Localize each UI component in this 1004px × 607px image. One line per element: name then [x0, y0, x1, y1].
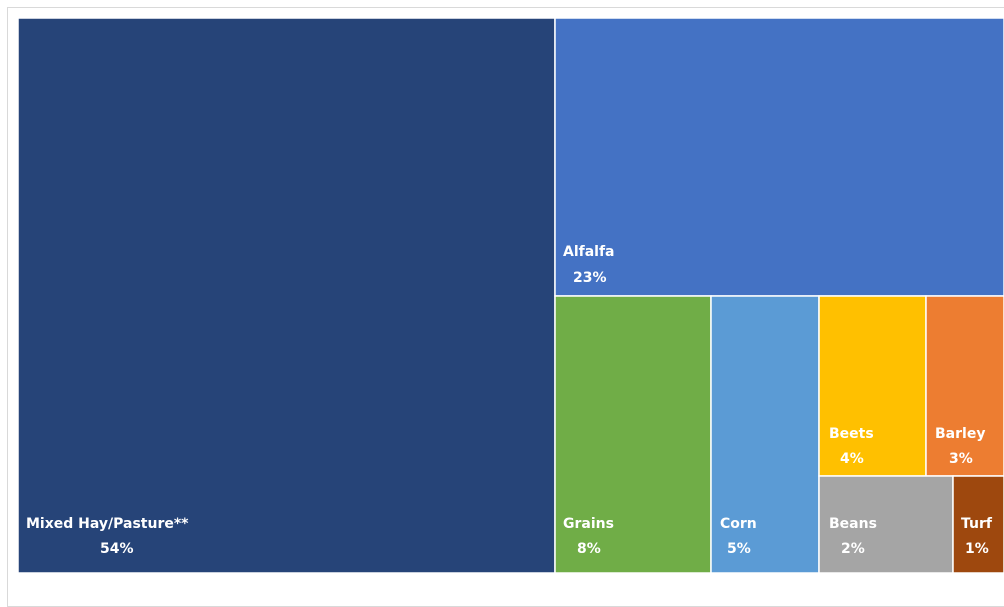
tile-value-mixed-hay-pasture: 54% — [100, 541, 134, 557]
treemap-chart: Mixed Hay/Pasture** 54% Alfalfa 23% Grains 8%… — [17, 17, 1004, 573]
tile-label-corn: Corn — [720, 516, 757, 532]
tile-label-turf: Turf — [961, 516, 993, 532]
tile-value-corn: 5% — [727, 541, 751, 557]
tile-value-grains: 8% — [577, 541, 601, 557]
tile-value-alfalfa: 23% — [573, 270, 607, 286]
treemap-tile-alfalfa — [554, 17, 1004, 297]
tile-label-beans: Beans — [829, 516, 877, 532]
tile-label-alfalfa: Alfalfa — [563, 244, 615, 260]
tile-value-beans: 2% — [841, 541, 865, 557]
treemap-tile-barley — [925, 295, 1004, 477]
tile-value-barley: 3% — [949, 451, 973, 467]
tile-value-beets: 4% — [840, 451, 864, 467]
treemap-tile-beets — [818, 295, 927, 477]
tile-label-mixed-hay-pasture: Mixed Hay/Pasture** — [26, 516, 189, 532]
tile-value-turf: 1% — [965, 541, 989, 557]
treemap-tile-mixed-hay-pasture — [17, 17, 556, 573]
tile-label-beets: Beets — [829, 426, 874, 442]
tile-label-barley: Barley — [935, 426, 985, 442]
treemap-tile-turf — [952, 475, 1004, 573]
tile-label-grains: Grains — [563, 516, 614, 532]
treemap-tile-corn — [710, 295, 820, 573]
